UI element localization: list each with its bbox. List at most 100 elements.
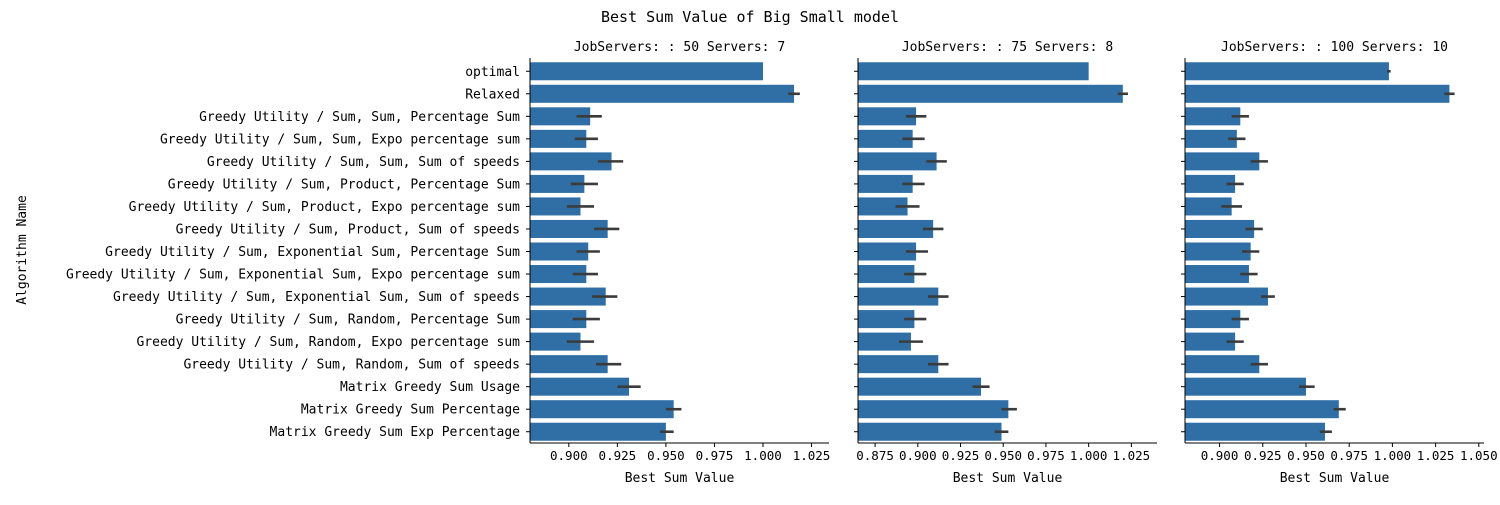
panel-jobservers-100: JobServers: : 100 Servers: 10 0.900 0.925 0… xyxy=(1181,40,1498,486)
panel-title: JobServers: : 100 Servers: 10 xyxy=(1221,40,1448,55)
bar xyxy=(858,107,917,126)
bar xyxy=(1185,355,1260,374)
category-label: optimal xyxy=(465,65,520,80)
bar xyxy=(530,219,608,238)
bar xyxy=(1185,287,1268,306)
bar xyxy=(530,62,763,81)
category-labels: optimal Relaxed Greedy Utility / Sum, Sum,… xyxy=(66,65,520,440)
category-label: Greedy Utility / Sum, Sum, Percentage Su… xyxy=(199,110,520,125)
x-tick-label: 0.900 xyxy=(550,448,588,463)
category-label: Matrix Greedy Sum Percentage xyxy=(301,403,520,418)
bar xyxy=(1185,242,1251,261)
category-label: Greedy Utility / Sum, Product, Percentag… xyxy=(168,177,520,192)
x-tick-label: 0.900 xyxy=(899,448,937,463)
category-label: Greedy Utility / Sum, Product, Sum of sp… xyxy=(176,222,520,237)
x-tick-label: 0.925 xyxy=(942,448,980,463)
bar xyxy=(1185,129,1237,148)
bar xyxy=(858,310,915,329)
category-label: Greedy Utility / Sum, Exponential Sum, S… xyxy=(113,290,520,305)
x-tick-label: 0.925 xyxy=(599,448,637,463)
y-axis-label: Algorithm Name xyxy=(15,195,30,305)
bar xyxy=(530,422,666,441)
panel-jobservers-75: JobServers: : 75 Servers: 8 0.875 0.900 0.9… xyxy=(854,40,1157,486)
x-tick-label: 1.050 xyxy=(1460,448,1498,463)
bar xyxy=(1185,197,1232,216)
x-tick-label: 0.950 xyxy=(984,448,1022,463)
bar xyxy=(530,355,608,374)
bar xyxy=(858,152,937,171)
bar xyxy=(858,355,939,374)
bar xyxy=(530,287,606,306)
bar xyxy=(1185,62,1389,81)
category-label: Greedy Utility / Sum, Exponential Sum, E… xyxy=(66,268,520,283)
bar xyxy=(1185,152,1260,171)
bar xyxy=(530,107,591,126)
bar xyxy=(530,129,587,148)
bar xyxy=(530,174,585,193)
bar xyxy=(1185,332,1236,351)
x-tick-label: 0.975 xyxy=(1027,448,1065,463)
bar xyxy=(530,400,674,419)
category-label: Greedy Utility / Sum, Sum, Sum of speeds xyxy=(207,155,520,170)
x-axis-label: Best Sum Value xyxy=(953,471,1063,486)
x-tick-label: 0.900 xyxy=(1201,448,1239,463)
bar xyxy=(858,129,913,148)
bar xyxy=(1185,174,1236,193)
bar xyxy=(1185,400,1339,419)
bar xyxy=(858,174,913,193)
category-label: Greedy Utility / Sum, Sum, Expo percenta… xyxy=(160,132,520,147)
category-label: Greedy Utility / Sum, Exponential Sum, P… xyxy=(105,245,520,260)
bar xyxy=(858,84,1123,103)
bar xyxy=(858,197,908,216)
category-label: Greedy Utility / Sum, Product, Expo perc… xyxy=(129,200,521,215)
bar xyxy=(858,332,911,351)
figure-title: Best Sum Value of Big Small model xyxy=(601,8,899,26)
x-tick-label: 1.000 xyxy=(744,448,782,463)
bar xyxy=(1185,310,1241,329)
bar xyxy=(1185,265,1249,284)
bar xyxy=(530,152,612,171)
bar xyxy=(530,265,587,284)
x-axis-label: Best Sum Value xyxy=(1280,471,1390,486)
bar xyxy=(858,287,939,306)
x-tick-label: 1.025 xyxy=(1417,448,1455,463)
category-label: Greedy Utility / Sum, Random, Expo perce… xyxy=(136,335,520,350)
bar xyxy=(858,400,1009,419)
bar xyxy=(530,197,581,216)
x-tick-label: 0.975 xyxy=(696,448,734,463)
bar xyxy=(530,242,589,261)
category-label: Relaxed xyxy=(465,87,520,102)
bar xyxy=(858,242,917,261)
bar xyxy=(530,332,581,351)
x-tick-label: 0.950 xyxy=(647,448,685,463)
x-tick-label: 1.000 xyxy=(1374,448,1412,463)
category-label: Matrix Greedy Sum Exp Percentage xyxy=(270,425,521,440)
bar xyxy=(1185,84,1450,103)
x-tick-label: 0.875 xyxy=(856,448,894,463)
bar xyxy=(530,377,630,396)
category-label: Greedy Utility / Sum, Random, Percentage… xyxy=(176,313,521,328)
bar xyxy=(530,310,587,329)
x-tick-label: 1.025 xyxy=(1113,448,1151,463)
x-axis-label: Best Sum Value xyxy=(625,471,735,486)
bar xyxy=(1185,422,1325,441)
bar xyxy=(858,422,1002,441)
bar xyxy=(1185,219,1255,238)
x-tick-label: 0.925 xyxy=(1244,448,1282,463)
x-tick-label: 0.975 xyxy=(1330,448,1368,463)
bar xyxy=(530,84,795,103)
x-tick-label: 1.000 xyxy=(1070,448,1108,463)
bar xyxy=(858,219,934,238)
x-tick-label: 1.025 xyxy=(793,448,831,463)
bar xyxy=(858,62,1089,81)
bar xyxy=(858,265,915,284)
panel-jobservers-50: JobServers: : 50 Servers: 7 0.900 0.925 0.9… xyxy=(526,40,830,486)
x-tick-label: 0.950 xyxy=(1287,448,1325,463)
panel-title: JobServers: : 50 Servers: 7 xyxy=(574,40,785,55)
category-label: Matrix Greedy Sum Usage xyxy=(340,380,520,395)
panel-title: JobServers: : 75 Servers: 8 xyxy=(902,40,1113,55)
bar xyxy=(858,377,982,396)
bar xyxy=(1185,377,1306,396)
